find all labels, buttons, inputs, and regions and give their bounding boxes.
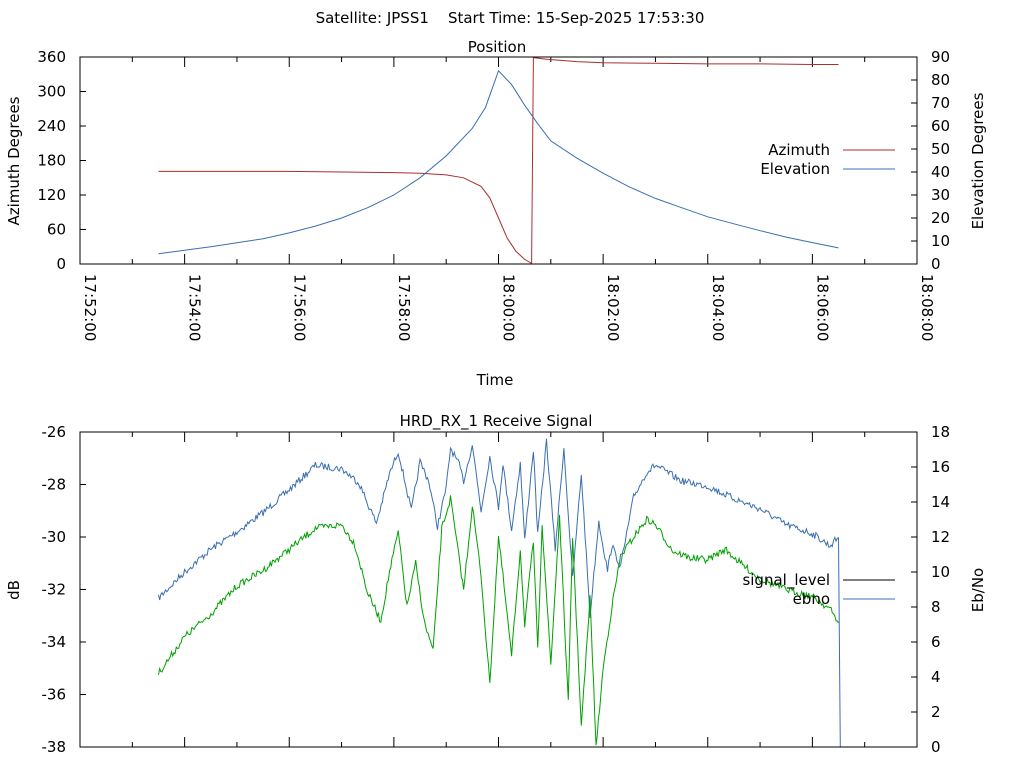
signal-y2-tick-label: 16 xyxy=(931,458,950,476)
signal-y-tick-label: -30 xyxy=(42,528,67,546)
signal-chart: HRD_RX_1 Receive Signal dB Eb/No -26-28-… xyxy=(5,412,987,756)
position-legend-label-elevation: Elevation xyxy=(760,160,830,178)
position-chart: Position Azimuth Degrees Elevation Degre… xyxy=(5,38,987,389)
signal-y2-tick-label: 6 xyxy=(931,633,941,651)
position-y2-tick-label: 40 xyxy=(931,163,950,181)
position-plot-frame xyxy=(79,56,918,265)
position-y2-tick-label: 50 xyxy=(931,140,950,158)
position-x-axis-label: Time xyxy=(476,371,514,389)
signal-y-tick-label: -32 xyxy=(42,581,67,599)
position-x-tick-label: 18:00:00 xyxy=(500,274,518,341)
position-y-tick-label: 180 xyxy=(37,152,66,170)
position-y2-tick-label: 60 xyxy=(931,117,950,135)
position-y-tick-label: 120 xyxy=(37,186,66,204)
position-y2-tick-label: 30 xyxy=(931,186,950,204)
position-y-axis-label: Azimuth Degrees xyxy=(5,96,23,225)
position-legend-label-azimuth: Azimuth xyxy=(768,141,830,159)
signal-y2-tick-label: 4 xyxy=(931,668,941,686)
position-x-tick-label: 18:02:00 xyxy=(604,274,622,341)
position-x-tick-label: 18:08:00 xyxy=(918,274,936,341)
signal-series xyxy=(158,438,841,748)
signal-y-tick-label: -26 xyxy=(42,423,67,441)
position-ticks: 17:52:00 17:54:00 17:56:00 17:58:00 18:00:00… xyxy=(37,48,950,341)
position-x-tick-label: 18:04:00 xyxy=(709,274,727,341)
signal-y-tick-label: -36 xyxy=(42,686,67,704)
position-x-tick-label: 18:06:00 xyxy=(813,274,831,341)
position-chart-title: Position xyxy=(468,38,526,56)
page-title: Satellite: JPSS1 Start Time: 15-Sep-2025… xyxy=(316,9,705,27)
position-y-tick-label: 300 xyxy=(37,83,66,101)
signal-y2-tick-label: 8 xyxy=(931,598,941,616)
position-y2-tick-label: 20 xyxy=(931,209,950,227)
position-y2-tick-label: 70 xyxy=(931,94,950,112)
signal-ticks: -26 -28 -30 -32 -34 -36 -38 0 2 4 6 8 10 12 14 16 18 xyxy=(42,423,951,756)
position-x-tick-label: 17:52:00 xyxy=(81,274,99,341)
signal-y2-tick-label: 10 xyxy=(931,563,950,581)
position-y2-tick-label: 0 xyxy=(931,255,941,273)
signal-chart-title: HRD_RX_1 Receive Signal xyxy=(400,412,593,431)
signal-y2-axis-label: Eb/No xyxy=(969,568,987,612)
signal-legend-label-ebno: ebno xyxy=(793,590,830,608)
signal-series-line-series-2 xyxy=(158,495,839,746)
position-x-tick-label: 17:56:00 xyxy=(290,274,308,341)
position-y-tick-label: 360 xyxy=(37,48,66,66)
signal-y-axis-label: dB xyxy=(5,580,23,600)
position-y-tick-label: 0 xyxy=(56,255,66,273)
signal-y-tick-label: -34 xyxy=(42,633,67,651)
signal-y2-tick-label: 12 xyxy=(931,528,950,546)
signal-y2-tick-label: 0 xyxy=(931,738,941,756)
signal-y2-tick-label: 14 xyxy=(931,493,950,511)
position-series-line-azimuth xyxy=(158,57,839,265)
signal-y-tick-label: -38 xyxy=(42,738,67,756)
position-y-tick-label: 240 xyxy=(37,117,66,135)
signal-legend-label-signal-level: signal_level xyxy=(742,571,830,590)
signal-y2-tick-label: 18 xyxy=(931,423,950,441)
position-series-line-elevation xyxy=(158,69,839,255)
position-y2-axis-label: Elevation Degrees xyxy=(969,92,987,229)
position-y2-tick-label: 90 xyxy=(931,48,950,66)
signal-y2-tick-label: 2 xyxy=(931,703,941,721)
signal-y-tick-label: -28 xyxy=(42,476,67,494)
position-x-tick-label: 17:58:00 xyxy=(395,274,413,341)
position-x-tick-label: 17:54:00 xyxy=(186,274,204,341)
signal-series-line-ebno xyxy=(158,438,841,748)
position-y2-tick-label: 10 xyxy=(931,232,950,250)
position-y-tick-label: 60 xyxy=(47,221,66,239)
position-series xyxy=(158,57,839,265)
position-y2-tick-label: 80 xyxy=(931,71,950,89)
signal-plot-frame xyxy=(79,431,918,748)
